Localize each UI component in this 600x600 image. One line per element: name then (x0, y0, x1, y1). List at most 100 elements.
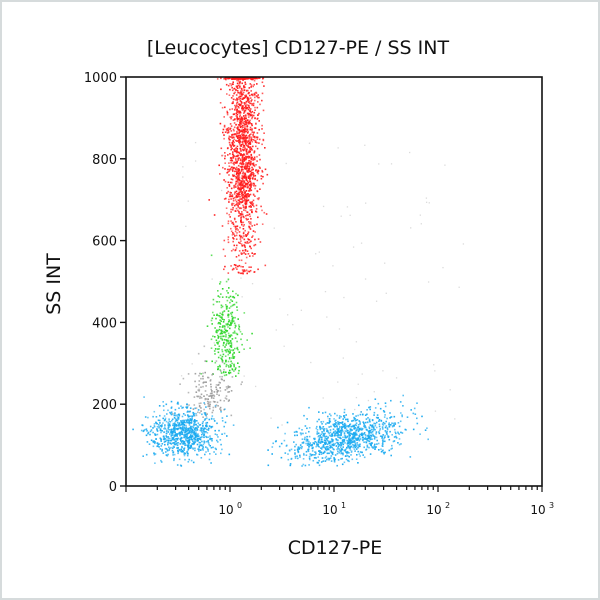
data-point (225, 197, 227, 200)
data-point (240, 218, 242, 221)
data-point (368, 442, 371, 445)
data-point (162, 422, 164, 424)
data-point (176, 442, 178, 444)
data-point (302, 441, 305, 443)
data-point (222, 325, 224, 327)
data-point (372, 435, 375, 437)
data-point (192, 447, 194, 449)
data-point (401, 414, 403, 416)
data-point (235, 133, 238, 136)
data-point (194, 429, 197, 431)
data-point (309, 453, 311, 455)
data-point (233, 225, 235, 227)
data-point (231, 268, 234, 271)
data-point (220, 452, 222, 455)
data-point (250, 163, 252, 165)
data-point (214, 361, 217, 364)
data-point (249, 177, 252, 179)
data-point (257, 216, 259, 219)
data-point (210, 338, 213, 341)
data-point (239, 111, 242, 114)
data-point (242, 206, 245, 209)
data-point (211, 278, 213, 280)
data-point (245, 134, 248, 137)
data-point (174, 408, 177, 411)
data-point (234, 316, 236, 319)
data-point (374, 428, 376, 431)
data-point (344, 450, 347, 452)
data-point (330, 414, 332, 417)
data-point (237, 172, 240, 175)
data-point (160, 461, 163, 463)
data-point (238, 96, 240, 99)
data-point (183, 453, 185, 455)
data-point (249, 141, 251, 143)
data-point (171, 431, 173, 433)
data-point (202, 446, 205, 449)
data-point (384, 414, 386, 416)
data-point (202, 375, 204, 378)
data-point (187, 414, 189, 416)
data-point (236, 113, 239, 116)
data-point (176, 464, 179, 466)
data-point (227, 292, 229, 294)
data-point (342, 452, 344, 455)
data-point (237, 128, 239, 131)
data-point (246, 250, 249, 252)
data-point (172, 436, 174, 439)
data-point (413, 407, 416, 410)
data-point (230, 364, 232, 367)
data-point (367, 421, 369, 424)
data-point (373, 411, 376, 414)
data-point (236, 268, 238, 270)
data-point (368, 429, 371, 432)
data-point (174, 438, 177, 440)
data-point (232, 128, 235, 131)
y-tick-label: 200 (92, 398, 117, 413)
data-point (314, 454, 316, 456)
data-point (230, 84, 233, 87)
data-point (348, 430, 351, 433)
data-point (169, 428, 171, 431)
x-axis-label: CD127-PE (288, 537, 382, 559)
data-point (227, 350, 229, 352)
data-point (220, 77, 222, 80)
data-point (244, 123, 246, 126)
data-point (340, 449, 343, 452)
data-point (190, 427, 192, 430)
data-point (241, 92, 243, 95)
data-point (180, 421, 183, 423)
data-point (246, 141, 249, 144)
data-point (152, 445, 155, 448)
data-point (145, 453, 148, 456)
data-point (372, 429, 375, 432)
data-point (369, 408, 371, 411)
data-point (359, 421, 361, 423)
data-point (345, 458, 348, 461)
data-point (248, 221, 250, 223)
data-point (346, 431, 349, 434)
data-point (177, 447, 179, 450)
data-point (348, 439, 351, 442)
data-point (353, 440, 355, 443)
data-point (389, 412, 391, 414)
data-point (180, 430, 183, 433)
data-point (378, 431, 380, 433)
data-point (161, 430, 163, 432)
data-point (371, 428, 373, 431)
data-point (236, 90, 239, 92)
data-point (252, 168, 254, 171)
data-point (206, 325, 209, 327)
data-point (243, 85, 245, 87)
data-point (386, 427, 389, 429)
data-point (350, 450, 353, 452)
data-point (193, 438, 195, 440)
data-point (247, 231, 250, 233)
data-point (331, 434, 334, 436)
data-point (143, 396, 145, 398)
data-point (328, 434, 331, 437)
data-point (368, 435, 370, 438)
data-point (220, 189, 223, 192)
data-point (339, 434, 341, 436)
data-point (164, 424, 166, 426)
